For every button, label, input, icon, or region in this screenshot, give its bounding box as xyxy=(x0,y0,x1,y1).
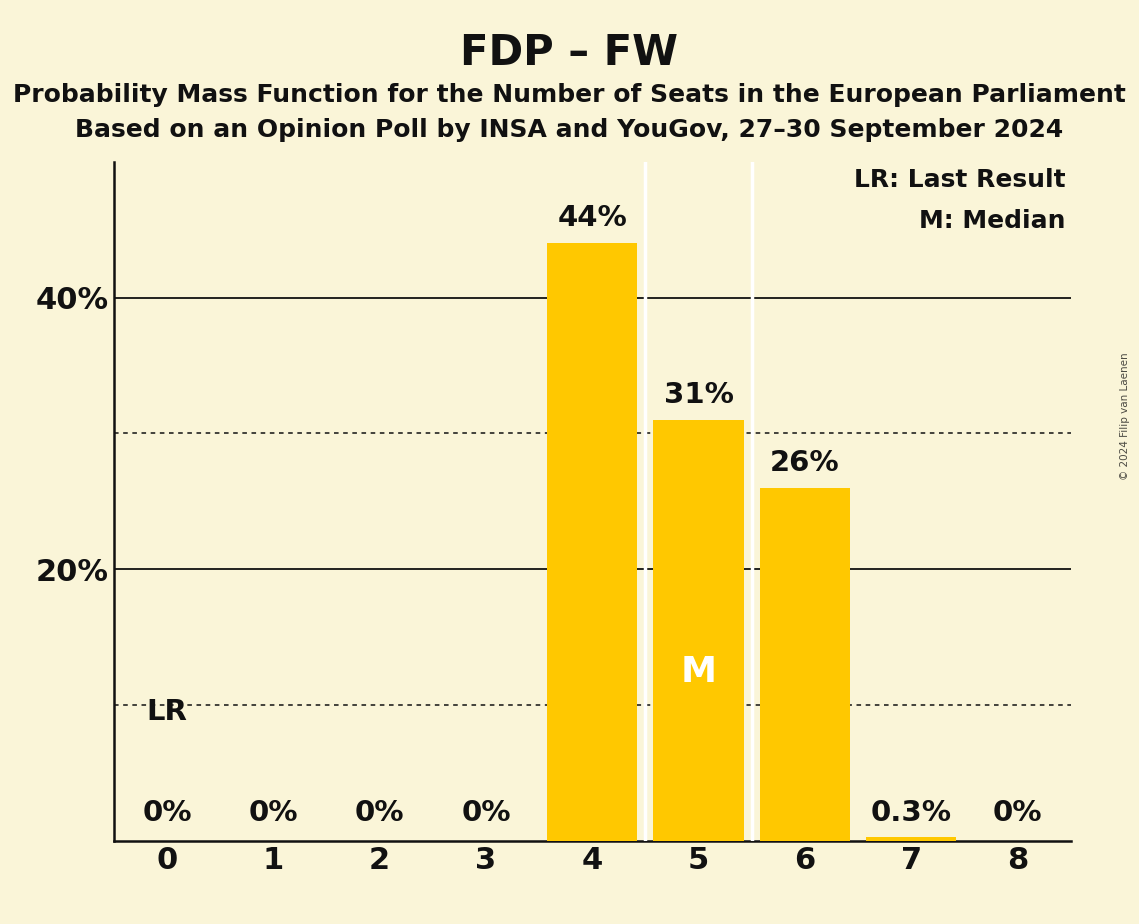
Text: 0%: 0% xyxy=(993,799,1042,827)
Bar xyxy=(866,837,957,841)
Text: 44%: 44% xyxy=(557,204,628,232)
Text: 0%: 0% xyxy=(142,799,191,827)
Text: 26%: 26% xyxy=(770,449,839,477)
Text: LR: Last Result: LR: Last Result xyxy=(854,168,1065,192)
Bar xyxy=(547,243,638,841)
Text: M: Median: M: Median xyxy=(919,209,1065,233)
Text: 0%: 0% xyxy=(248,799,298,827)
Text: 0%: 0% xyxy=(355,799,404,827)
Bar xyxy=(654,419,744,841)
Text: 31%: 31% xyxy=(664,381,734,409)
Text: FDP – FW: FDP – FW xyxy=(460,32,679,74)
Bar xyxy=(760,488,850,841)
Text: © 2024 Filip van Laenen: © 2024 Filip van Laenen xyxy=(1121,352,1130,480)
Text: M: M xyxy=(681,655,716,689)
Text: Based on an Opinion Poll by INSA and YouGov, 27–30 September 2024: Based on an Opinion Poll by INSA and You… xyxy=(75,118,1064,142)
Text: Probability Mass Function for the Number of Seats in the European Parliament: Probability Mass Function for the Number… xyxy=(13,83,1126,107)
Text: LR: LR xyxy=(147,698,188,726)
Text: 0%: 0% xyxy=(461,799,510,827)
Text: 0.3%: 0.3% xyxy=(870,799,952,827)
